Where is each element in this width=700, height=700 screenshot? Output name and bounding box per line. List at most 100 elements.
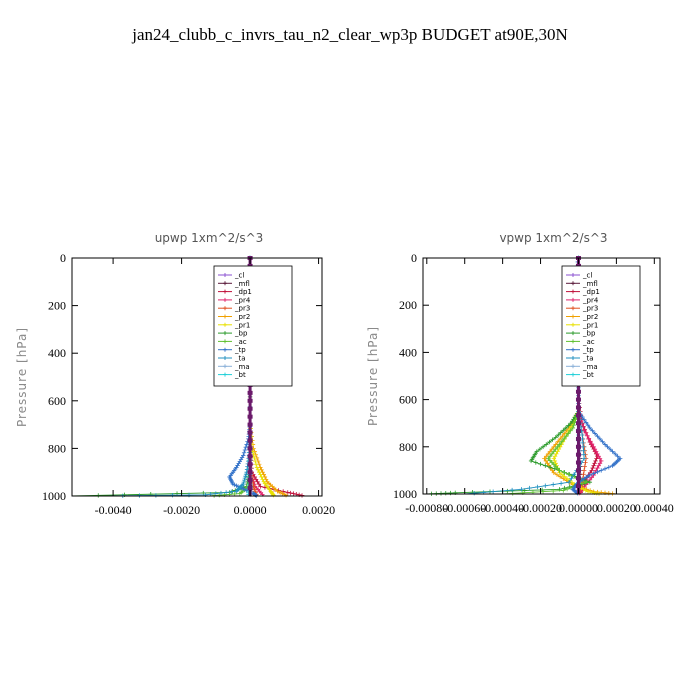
series-marker [96,493,101,498]
series-marker [553,435,558,440]
figure-title: jan24_clubb_c_invrs_tau_n2_clear_wp3p BU… [131,25,567,44]
panel-title: upwp 1xm^2/s^3 [155,231,264,245]
legend-item: _ta [566,355,594,363]
series-marker [575,460,581,465]
series-marker [562,474,567,479]
legend-marker [223,306,227,311]
series-marker [589,441,595,447]
series-marker [582,464,587,469]
legend-label: _mfl [582,280,598,288]
series-marker [223,490,229,495]
legend-marker [223,273,227,277]
legend-item: _pr3 [218,305,250,313]
series-marker [533,460,539,465]
series-marker [575,484,581,489]
series-marker [537,446,543,452]
legend-label: _ac [234,338,247,346]
series-marker [590,428,595,433]
series-marker [545,456,551,461]
series-marker [280,489,286,494]
legend-marker [571,339,575,344]
series-marker [563,425,569,431]
series-marker [547,458,553,463]
series-marker [247,398,253,403]
y-axis-label: Pressure [hPa] [15,327,29,427]
legend-label: _pr4 [582,296,599,304]
series-marker [535,484,540,490]
series-marker [575,436,581,441]
series-marker [288,490,293,496]
legend-item: _ma [566,363,598,371]
series-marker [575,405,581,410]
series-marker [247,486,253,491]
series-marker [262,485,268,490]
series-marker [570,425,575,431]
series-marker [542,456,547,461]
legend-label: _pr3 [582,305,598,313]
series-marker [549,460,555,465]
series-marker [587,425,593,431]
series-marker [575,413,581,418]
legend: _cl_mfl_dp1_pr4_pr3_pr2_pr1_bp_ac_tp_ta_… [561,265,641,387]
series-marker [556,432,561,438]
series-marker [443,491,448,496]
series-marker [243,445,249,450]
series-marker [585,422,591,428]
legend-marker [223,281,227,286]
series-marker [241,479,247,485]
series-marker [589,475,594,480]
series-marker [571,422,576,428]
legend-marker [223,339,227,344]
series-marker [527,485,532,491]
series-marker [540,444,546,449]
y-tick-label: 800 [399,440,417,454]
series-marker [242,475,248,481]
series-marker [490,489,496,494]
series-marker [247,406,253,411]
series-marker [564,486,570,492]
legend-item: _bt [218,371,246,379]
series-marker [571,472,577,477]
series-marker [550,437,555,442]
series-marker [561,470,567,475]
legend-marker [223,331,227,336]
series-marker [599,458,604,464]
series-marker [581,472,586,477]
series-marker [257,470,262,475]
series-marker [291,491,296,496]
series-marker [551,470,557,475]
legend-marker [571,356,575,360]
legend-marker [571,306,575,311]
series-marker [558,430,563,435]
series-marker [575,468,581,473]
series-marker [602,466,608,472]
legend-marker [223,297,227,302]
series-marker [247,462,253,467]
series-marker [540,489,546,494]
y-tick-label: 1000 [393,487,417,501]
series-marker [559,439,564,444]
series-marker [564,476,570,481]
series-marker [544,454,549,459]
series-marker [583,430,588,436]
series-marker [285,490,290,495]
series-marker [254,465,260,470]
series-marker [544,442,549,447]
series-marker [587,480,593,485]
series-marker [543,483,548,488]
series-marker [615,454,620,459]
series-marker [599,468,604,473]
y-tick-label: 1000 [42,489,66,503]
series-marker [561,488,566,493]
series-marker [566,480,572,485]
series-marker [247,438,253,443]
legend-marker [223,322,227,327]
legend-label: _tp [582,346,594,354]
series-marker [232,491,237,497]
y-tick-label: 800 [48,441,66,455]
series-marker [581,456,587,461]
legend-item: _ma [218,363,250,371]
series-marker [247,446,253,451]
y-tick-label: 600 [48,394,66,408]
